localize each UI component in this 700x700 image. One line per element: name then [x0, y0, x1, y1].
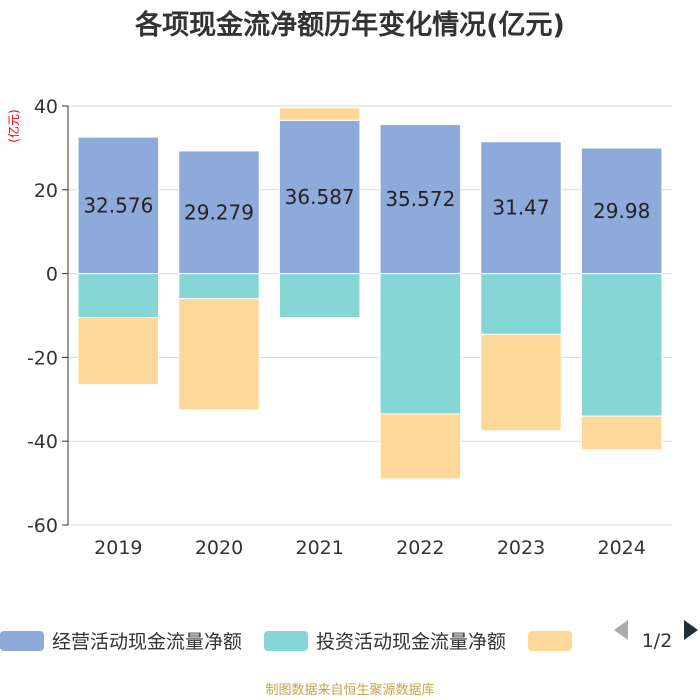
x-axis-ticks: 2019 2020 2021 2022 2023 2024: [94, 537, 646, 559]
legend-pager[interactable]: 1/2: [614, 620, 698, 652]
legend-item-2[interactable]: 投资活动现金流量净额: [264, 631, 506, 653]
legend-prev-icon[interactable]: [614, 620, 628, 640]
legend-swatch: [264, 631, 309, 651]
chart-title: 各项现金流净额历年变化情况(亿元): [134, 9, 565, 41]
x-tick-label: 2023: [497, 537, 545, 559]
bar-2019-series-3[interactable]: [77, 317, 160, 386]
data-label-2020: 29.279: [184, 200, 254, 224]
legend: 经营活动现金流量净额 投资活动现金流量净额: [0, 631, 573, 653]
data-label-2024: 29.98: [593, 199, 650, 223]
y-tick-label: -40: [27, 431, 58, 453]
x-tick-label: 2020: [195, 537, 243, 559]
y-tick-label: 20: [34, 180, 58, 202]
bar-2021-series-2[interactable]: [278, 273, 361, 319]
bar-2022-series-1[interactable]: [379, 124, 462, 275]
y-axis-unit: (亿元): [6, 109, 21, 142]
legend-swatch: [0, 631, 44, 651]
bar-2021-series-3[interactable]: [278, 107, 361, 121]
bar-2024-series-3[interactable]: [580, 415, 663, 451]
y-tick-label: -20: [27, 347, 58, 369]
bar-2020-series-2[interactable]: [178, 273, 260, 300]
bar-2022-series-3[interactable]: [379, 413, 462, 480]
x-tick-label: 2021: [295, 537, 343, 559]
legend-item-1[interactable]: 经营活动现金流量净额: [0, 631, 242, 653]
x-tick-label: 2024: [597, 537, 645, 559]
y-tick-label: 40: [34, 96, 58, 118]
bars: [77, 107, 663, 480]
legend-next-icon[interactable]: [684, 620, 698, 640]
legend-label: 经营活动现金流量净额: [52, 631, 242, 653]
data-labels: 32.576 29.279 36.587 35.572 31.47 29.98: [83, 185, 650, 224]
data-source: 制图数据来自恒生聚源数据库: [265, 682, 434, 698]
x-tick-label: 2019: [94, 537, 142, 559]
data-label-2019: 32.576: [83, 193, 153, 217]
legend-swatch: [528, 631, 573, 651]
data-label-2021: 36.587: [285, 185, 355, 209]
bar-2023-series-3[interactable]: [480, 333, 562, 432]
y-tick-label: 0: [46, 264, 58, 286]
y-axis-ticks: 40 20 0 -20 -40 -60: [27, 96, 68, 537]
bar-2024-series-2[interactable]: [580, 273, 663, 417]
legend-page-indicator: 1/2: [642, 630, 673, 652]
x-tick-label: 2022: [396, 537, 444, 559]
bar-2020-series-3[interactable]: [178, 298, 260, 411]
bar-2020-series-1[interactable]: [178, 150, 260, 275]
y-tick-label: -60: [27, 515, 58, 537]
legend-item-3[interactable]: [528, 631, 573, 651]
data-label-2023: 31.47: [492, 196, 549, 220]
data-label-2022: 35.572: [385, 187, 455, 211]
bar-2022-series-2[interactable]: [379, 273, 462, 415]
gridlines: [68, 105, 672, 526]
bar-2019-series-2[interactable]: [77, 273, 160, 319]
legend-label: 投资活动现金流量净额: [316, 631, 506, 653]
bar-2019-series-1[interactable]: [77, 136, 160, 275]
bar-2023-series-2[interactable]: [480, 273, 562, 335]
